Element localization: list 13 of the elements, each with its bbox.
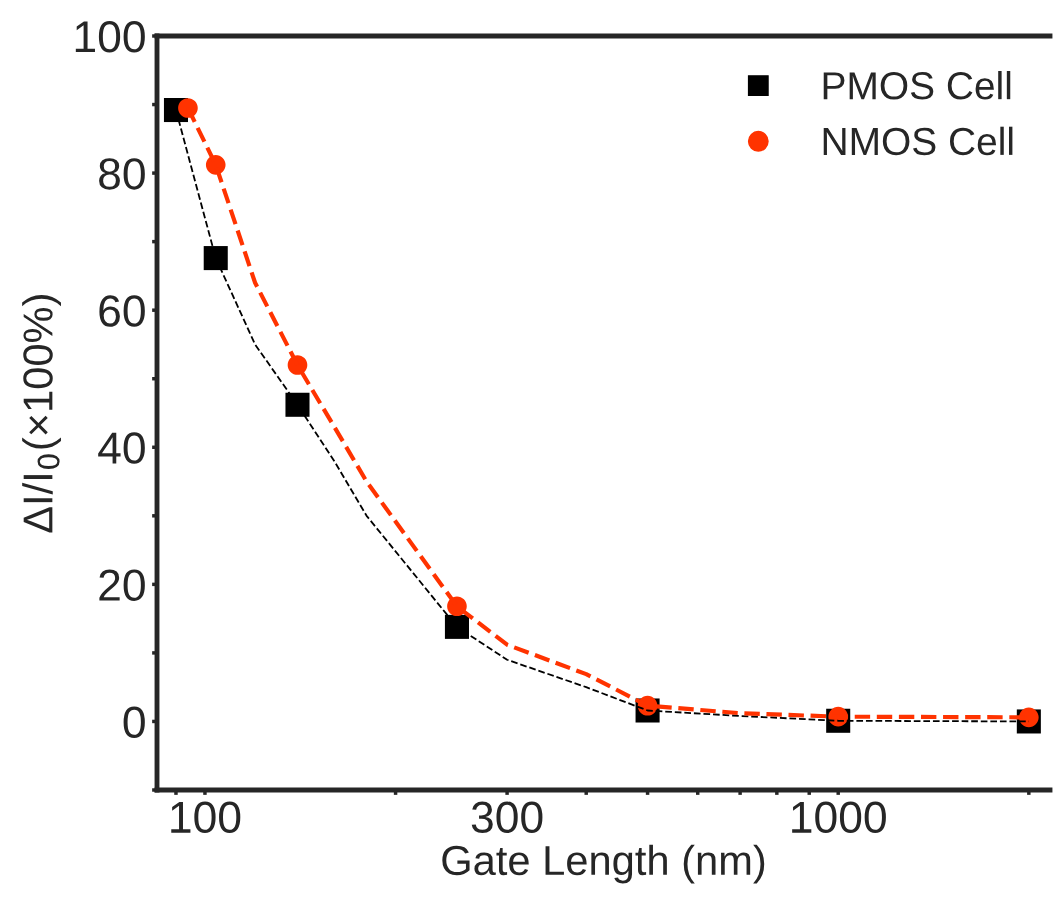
y-tick-label: 40 [98,432,145,464]
legend-label: PMOS Cell [823,71,1011,100]
y-tick-label: 0 [123,706,145,738]
x-axis-title: Gate Length (nm) [442,844,765,884]
y-tick-label: 60 [99,295,145,327]
legend-label: NMOS Cell [823,126,1013,156]
y-tick-label: 20 [99,569,145,601]
x-tick-label: 100 [171,801,241,834]
x-tick-label: 300 [471,801,543,834]
y-axis-title: ΔI/I$_{0}$(×100%) [22,295,61,533]
y-tick-label: 80 [99,158,145,190]
x-tick-label: 1000 [792,801,886,834]
y-tick-label: 100 [75,21,145,53]
